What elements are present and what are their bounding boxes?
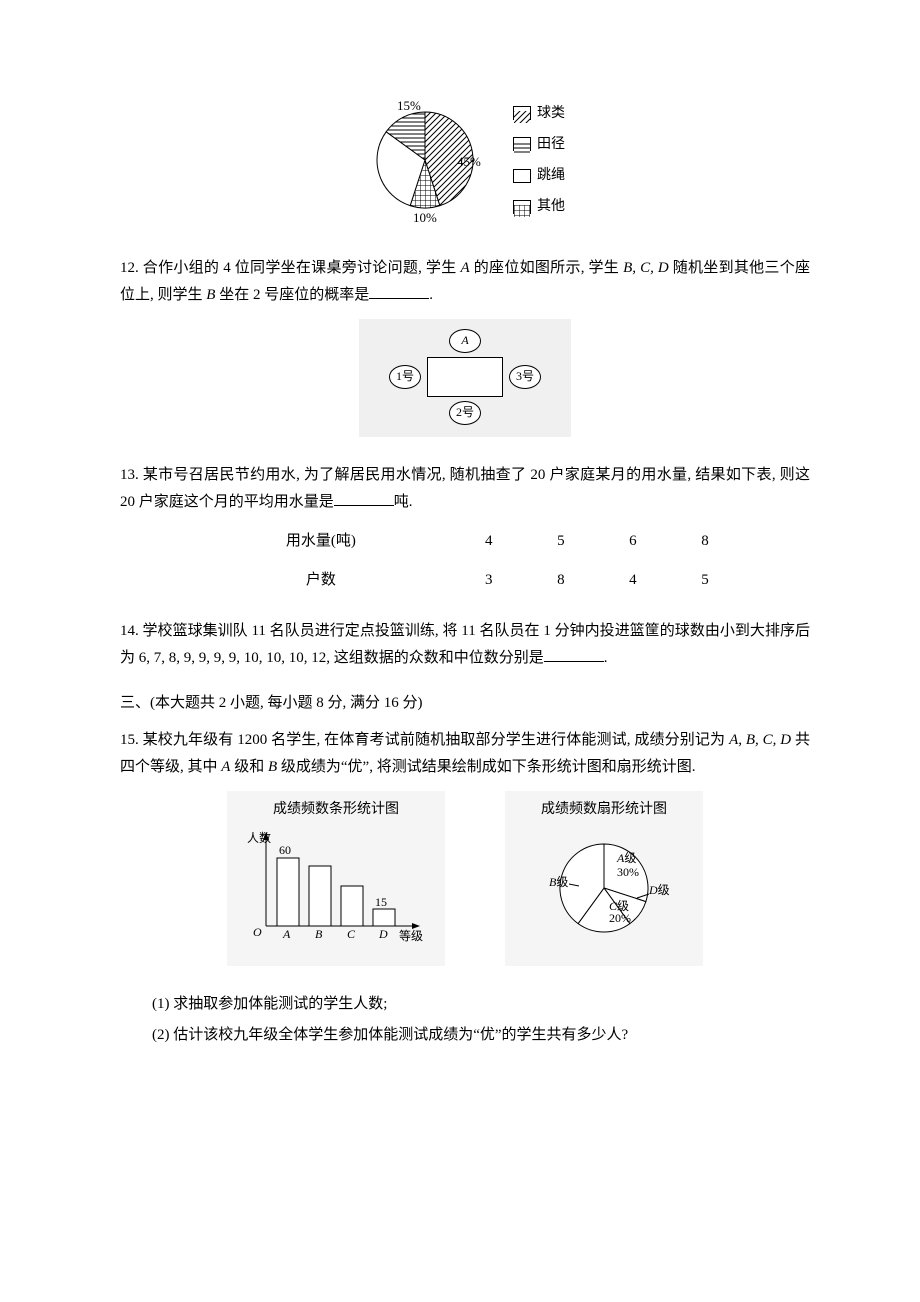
seat-3: 3号 bbox=[509, 365, 541, 389]
pie-Cpct: 20% bbox=[609, 911, 631, 925]
seat-table bbox=[427, 357, 503, 397]
pie1-wrap: 15% 45% 10% 球类 田径 跳绳 其他 bbox=[365, 100, 565, 220]
bar-val-D: 15 bbox=[375, 895, 387, 909]
bar-cat-B: B bbox=[315, 927, 323, 941]
bar-ylabel: 人数 bbox=[247, 830, 271, 845]
q15-ABCD: A, B, C, D bbox=[729, 732, 791, 748]
q12-figure: A 1号 3号 2号 bbox=[120, 319, 810, 437]
pie1-label-15: 15% bbox=[397, 94, 421, 117]
q13-blank bbox=[334, 490, 394, 506]
q13-r1c4: 8 bbox=[669, 522, 741, 561]
q15-sub1: (1) 求抽取参加体能测试的学生人数; bbox=[120, 991, 810, 1018]
q13-r1c0: 用水量(吨) bbox=[189, 522, 453, 561]
q14: 14. 学校篮球集训队 11 名队员进行定点投篮训练, 将 11 名队员在 1 … bbox=[120, 618, 810, 672]
seat-wrap: A 1号 3号 2号 bbox=[359, 319, 571, 437]
seat-row-mid: 1号 3号 bbox=[389, 357, 541, 397]
q13-r2c0: 户数 bbox=[189, 561, 453, 600]
q12-text-d: 坐在 2 号座位的概率是 bbox=[215, 287, 369, 303]
legend-label-b: 田径 bbox=[537, 132, 565, 157]
bar-origin: O bbox=[253, 925, 262, 939]
seat-1: 1号 bbox=[389, 365, 421, 389]
q12: 12. 合作小组的 4 位同学坐在课桌旁讨论问题, 学生 A 的座位如图所示, … bbox=[120, 255, 810, 437]
exam-page: 15% 45% 10% 球类 田径 跳绳 其他 bbox=[0, 0, 920, 1107]
legend-label-c: 跳绳 bbox=[537, 163, 565, 188]
q12-A: A bbox=[461, 260, 470, 276]
q13-text-a: 13. 某市号召居民节约用水, 为了解居民用水情况, 随机抽查了 20 户家庭某… bbox=[120, 467, 810, 510]
svg-text:D级: D级 bbox=[648, 883, 670, 897]
q15-text: 15. 某校九年级有 1200 名学生, 在体育考试前随机抽取部分学生进行体能测… bbox=[120, 727, 810, 781]
q12-period: . bbox=[429, 287, 433, 303]
q13-table: 用水量(吨) 4 5 6 8 户数 3 8 4 5 bbox=[189, 522, 741, 600]
q15-bar-svg: 人数 等级 O 60 15 A B C D bbox=[241, 826, 431, 946]
pie1-label-10: 10% bbox=[413, 206, 437, 229]
q12-BCD: B, C, D bbox=[623, 260, 669, 276]
svg-text:B级: B级 bbox=[549, 875, 568, 889]
q15-B: B bbox=[268, 759, 277, 775]
bar-cat-C: C bbox=[347, 927, 356, 941]
legend-swatch-a bbox=[513, 106, 531, 120]
svg-text:A级: A级 bbox=[616, 851, 636, 865]
bar-xlabel: 等级 bbox=[399, 929, 423, 943]
legend-label-a: 球类 bbox=[537, 101, 565, 126]
q15-figures: 成绩频数条形统计图 人数 等级 O 60 bbox=[120, 791, 810, 966]
seat-2: 2号 bbox=[449, 401, 481, 425]
q13-text: 13. 某市号召居民节约用水, 为了解居民用水情况, 随机抽查了 20 户家庭某… bbox=[120, 462, 810, 516]
q13-r1c1: 4 bbox=[453, 522, 525, 561]
q12-text-b: 的座位如图所示, 学生 bbox=[470, 260, 623, 276]
legend-swatch-b bbox=[513, 137, 531, 151]
q12-blank bbox=[369, 283, 429, 299]
q15: 15. 某校九年级有 1200 名学生, 在体育考试前随机抽取部分学生进行体能测… bbox=[120, 727, 810, 1049]
q14-period: . bbox=[604, 650, 608, 666]
pie1-label-45: 45% bbox=[457, 150, 481, 173]
q15-text-c: 级和 bbox=[230, 759, 268, 775]
section3-header: 三、(本大题共 2 小题, 每小题 8 分, 满分 16 分) bbox=[120, 690, 810, 717]
q14-blank bbox=[544, 646, 604, 662]
q13-r2c1: 3 bbox=[453, 561, 525, 600]
q11-figure: 15% 45% 10% 球类 田径 跳绳 其他 bbox=[120, 100, 810, 230]
legend-swatch-d bbox=[513, 200, 531, 214]
q13-r2c2: 8 bbox=[525, 561, 597, 600]
legend-label-d: 其他 bbox=[537, 194, 565, 219]
q15-pie-svg: A级 30% D级 C级 20% B级 bbox=[519, 826, 689, 946]
seat-row-bot: 2号 bbox=[389, 401, 541, 425]
bar-val-A: 60 bbox=[279, 843, 291, 857]
q14-text-a: 14. 学校篮球集训队 11 名队员进行定点投篮训练, 将 11 名队员在 1 … bbox=[120, 623, 810, 666]
bar-cat-A: A bbox=[282, 927, 291, 941]
pie-Apct: 30% bbox=[617, 865, 639, 879]
q15-text-a: 15. 某校九年级有 1200 名学生, 在体育考试前随机抽取部分学生进行体能测… bbox=[120, 732, 725, 748]
q12-text-a: 12. 合作小组的 4 位同学坐在课桌旁讨论问题, 学生 bbox=[120, 260, 461, 276]
q15-pie-title: 成绩频数扇形统计图 bbox=[519, 797, 689, 822]
seat-row-top: A bbox=[389, 329, 541, 353]
q13: 13. 某市号召居民节约用水, 为了解居民用水情况, 随机抽查了 20 户家庭某… bbox=[120, 462, 810, 600]
q13-r2c4: 5 bbox=[669, 561, 741, 600]
pie1-legend: 球类 田径 跳绳 其他 bbox=[513, 101, 565, 220]
table-row: 用水量(吨) 4 5 6 8 bbox=[189, 522, 741, 561]
q13-r1c3: 6 bbox=[597, 522, 669, 561]
legend-swatch-c bbox=[513, 169, 531, 183]
q15-bar-title: 成绩频数条形统计图 bbox=[241, 797, 431, 822]
q14-text: 14. 学校篮球集训队 11 名队员进行定点投篮训练, 将 11 名队员在 1 … bbox=[120, 618, 810, 672]
fig15-wrap: 成绩频数条形统计图 人数 等级 O 60 bbox=[227, 791, 703, 966]
q13-r2c3: 4 bbox=[597, 561, 669, 600]
q15-sub2: (2) 估计该校九年级全体学生参加体能测试成绩为“优”的学生共有多少人? bbox=[120, 1022, 810, 1049]
q12-text: 12. 合作小组的 4 位同学坐在课桌旁讨论问题, 学生 A 的座位如图所示, … bbox=[120, 255, 810, 309]
q15-bar-box: 成绩频数条形统计图 人数 等级 O 60 bbox=[227, 791, 445, 966]
q15-pie-box: 成绩频数扇形统计图 A级 30% D级 bbox=[505, 791, 703, 966]
bar-cat-D: D bbox=[378, 927, 388, 941]
pie1-chart: 15% 45% 10% bbox=[365, 100, 485, 220]
seat-A: A bbox=[449, 329, 481, 353]
q15-text-d: 级成绩为“优”, 将测试结果绘制成如下条形统计图和扇形统计图. bbox=[277, 759, 695, 775]
table-row: 户数 3 8 4 5 bbox=[189, 561, 741, 600]
q13-r1c2: 5 bbox=[525, 522, 597, 561]
q13-unit: 吨. bbox=[394, 494, 413, 510]
